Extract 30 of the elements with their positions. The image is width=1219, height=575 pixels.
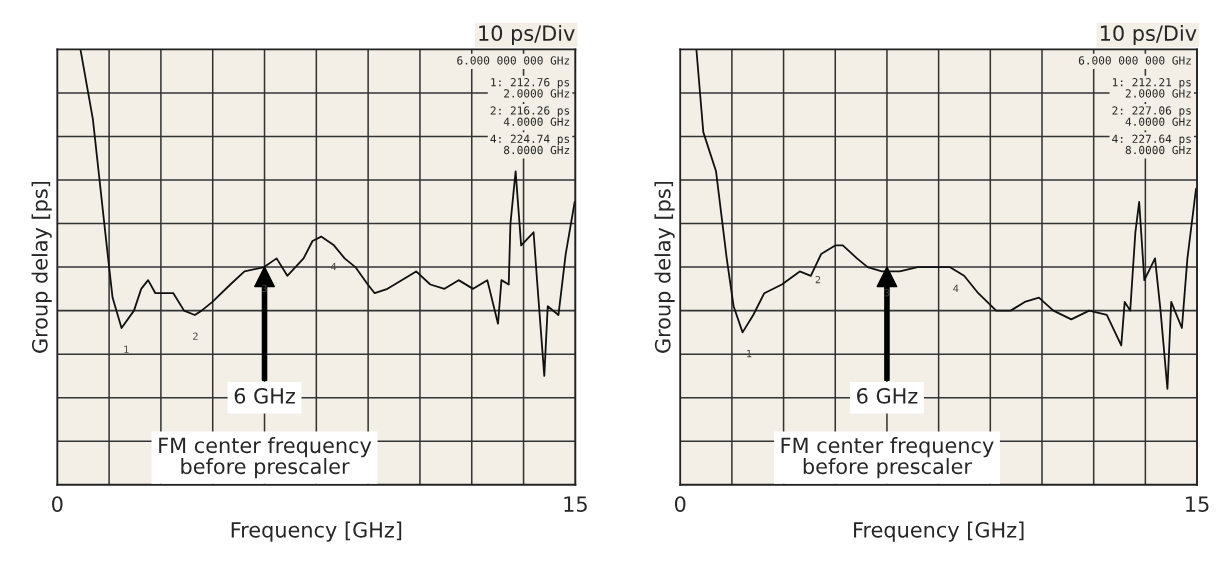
annotation: 2: 227.06 ps 4.0000 GHz [1112, 106, 1191, 126]
annotation: 6 GHz [234, 387, 295, 404]
x-tick-label: 15 [564, 496, 587, 512]
text: 10 ps/Div [479, 24, 575, 46]
x-axis-title: Frequency [GHz] [231, 521, 402, 542]
annotation: 1: 212.21 ps 2.0000 GHz [1112, 78, 1191, 98]
annotation: 4 [953, 284, 959, 292]
x-tick-label: 15 [1186, 496, 1209, 512]
annotation: FM center frequency before prescaler [781, 437, 994, 479]
y-axis-title: Group delay [ps] [654, 181, 675, 353]
annotation: 1: 212.76 ps 2.0000 GHz [491, 78, 570, 98]
annotation: 3 [262, 284, 267, 293]
x-tick-label: 0 [52, 496, 63, 512]
annotation: 1 [747, 350, 752, 358]
annotation: 6.000 000 000 GHz [457, 56, 570, 65]
annotation: 2: 216.26 ps 4.0000 GHz [490, 106, 570, 126]
annotation: 4: 224.74 ps 8.0000 GHz [490, 134, 570, 155]
y-axis-title: Group delay [ps] [31, 181, 52, 353]
annotation: 2 [193, 332, 198, 340]
annotation: 2 [815, 275, 821, 284]
x-tick-label: 0 [674, 496, 686, 512]
text: 10 ps/Div [1100, 24, 1197, 46]
annotation: 6.000 000 000 GHz [1078, 56, 1191, 65]
annotation: 6 GHz [857, 387, 918, 404]
annotation: 4 [330, 263, 337, 271]
annotation: 1 [124, 345, 129, 353]
x-axis-title: Frequency [GHz] [854, 521, 1024, 542]
annotation: 4: 227.64 ps 8.0000 GHz [1112, 134, 1191, 155]
annotation: 3 [884, 289, 890, 297]
annotation: FM center frequency before prescaler [159, 437, 372, 479]
